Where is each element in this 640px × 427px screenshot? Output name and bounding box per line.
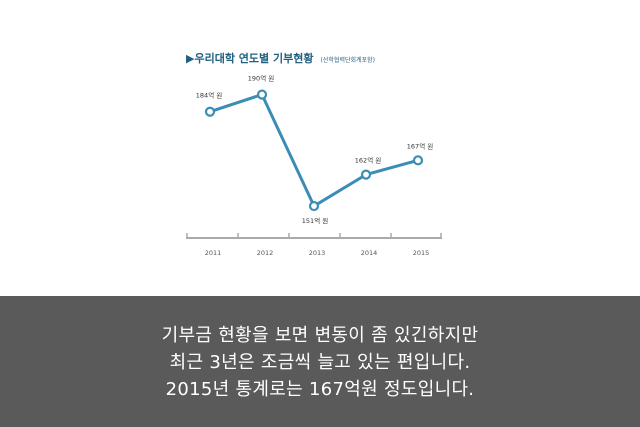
x-axis-tick-labels: 2011 2012 2013 2014 2015 — [205, 249, 430, 257]
chart-area: ▶우리대학 연도별 기부현황 (산학협력단회계포함) 2011 2012 2013 2… — [186, 47, 442, 257]
data-point — [308, 200, 320, 212]
data-label: 151억 원 — [302, 216, 328, 225]
x-axis — [186, 233, 442, 239]
x-tick-label: 2012 — [257, 249, 274, 257]
data-label: 167억 원 — [407, 141, 433, 150]
data-label: 162억 원 — [355, 156, 381, 165]
caption-line-1: 기부금 현황을 보면 변동이 좀 있긴하지만 — [161, 325, 479, 346]
data-points — [204, 89, 424, 212]
data-point — [204, 106, 216, 117]
chart-title-main: ▶우리대학 연도별 기부현황 — [186, 51, 313, 65]
x-tick-label: 2014 — [361, 249, 378, 257]
chart-subtitle: (산학협력단회계포함) — [321, 56, 375, 64]
data-point — [256, 89, 268, 100]
series-line-group — [209, 93, 419, 208]
chart-title: ▶우리대학 연도별 기부현황 (산학협력단회계포함) — [186, 47, 375, 66]
data-point — [360, 169, 372, 180]
series-line — [209, 93, 419, 208]
data-label: 190억 원 — [248, 74, 274, 83]
caption-line-3: 2015년 통계로는 167억원 정도입니다. — [165, 379, 475, 400]
line-chart: ▶우리대학 연도별 기부현황 (산학협력단회계포함) 2011 2012 2013 2… — [186, 47, 442, 257]
data-point — [412, 155, 424, 166]
x-tick-label: 2015 — [413, 249, 430, 257]
data-label: 184억 원 — [196, 91, 222, 100]
caption-panel: 기부금 현황을 보면 변동이 좀 있긴하지만 최근 3년은 조금씩 늘고 있는 … — [0, 296, 640, 427]
data-labels: 184억 원 190억 원 151억 원 162억 원 167억 원 — [196, 74, 433, 225]
caption-line-2: 최근 3년은 조금씩 늘고 있는 편입니다. — [169, 352, 471, 373]
x-tick-label: 2013 — [309, 249, 326, 257]
x-tick-label: 2011 — [205, 249, 222, 257]
